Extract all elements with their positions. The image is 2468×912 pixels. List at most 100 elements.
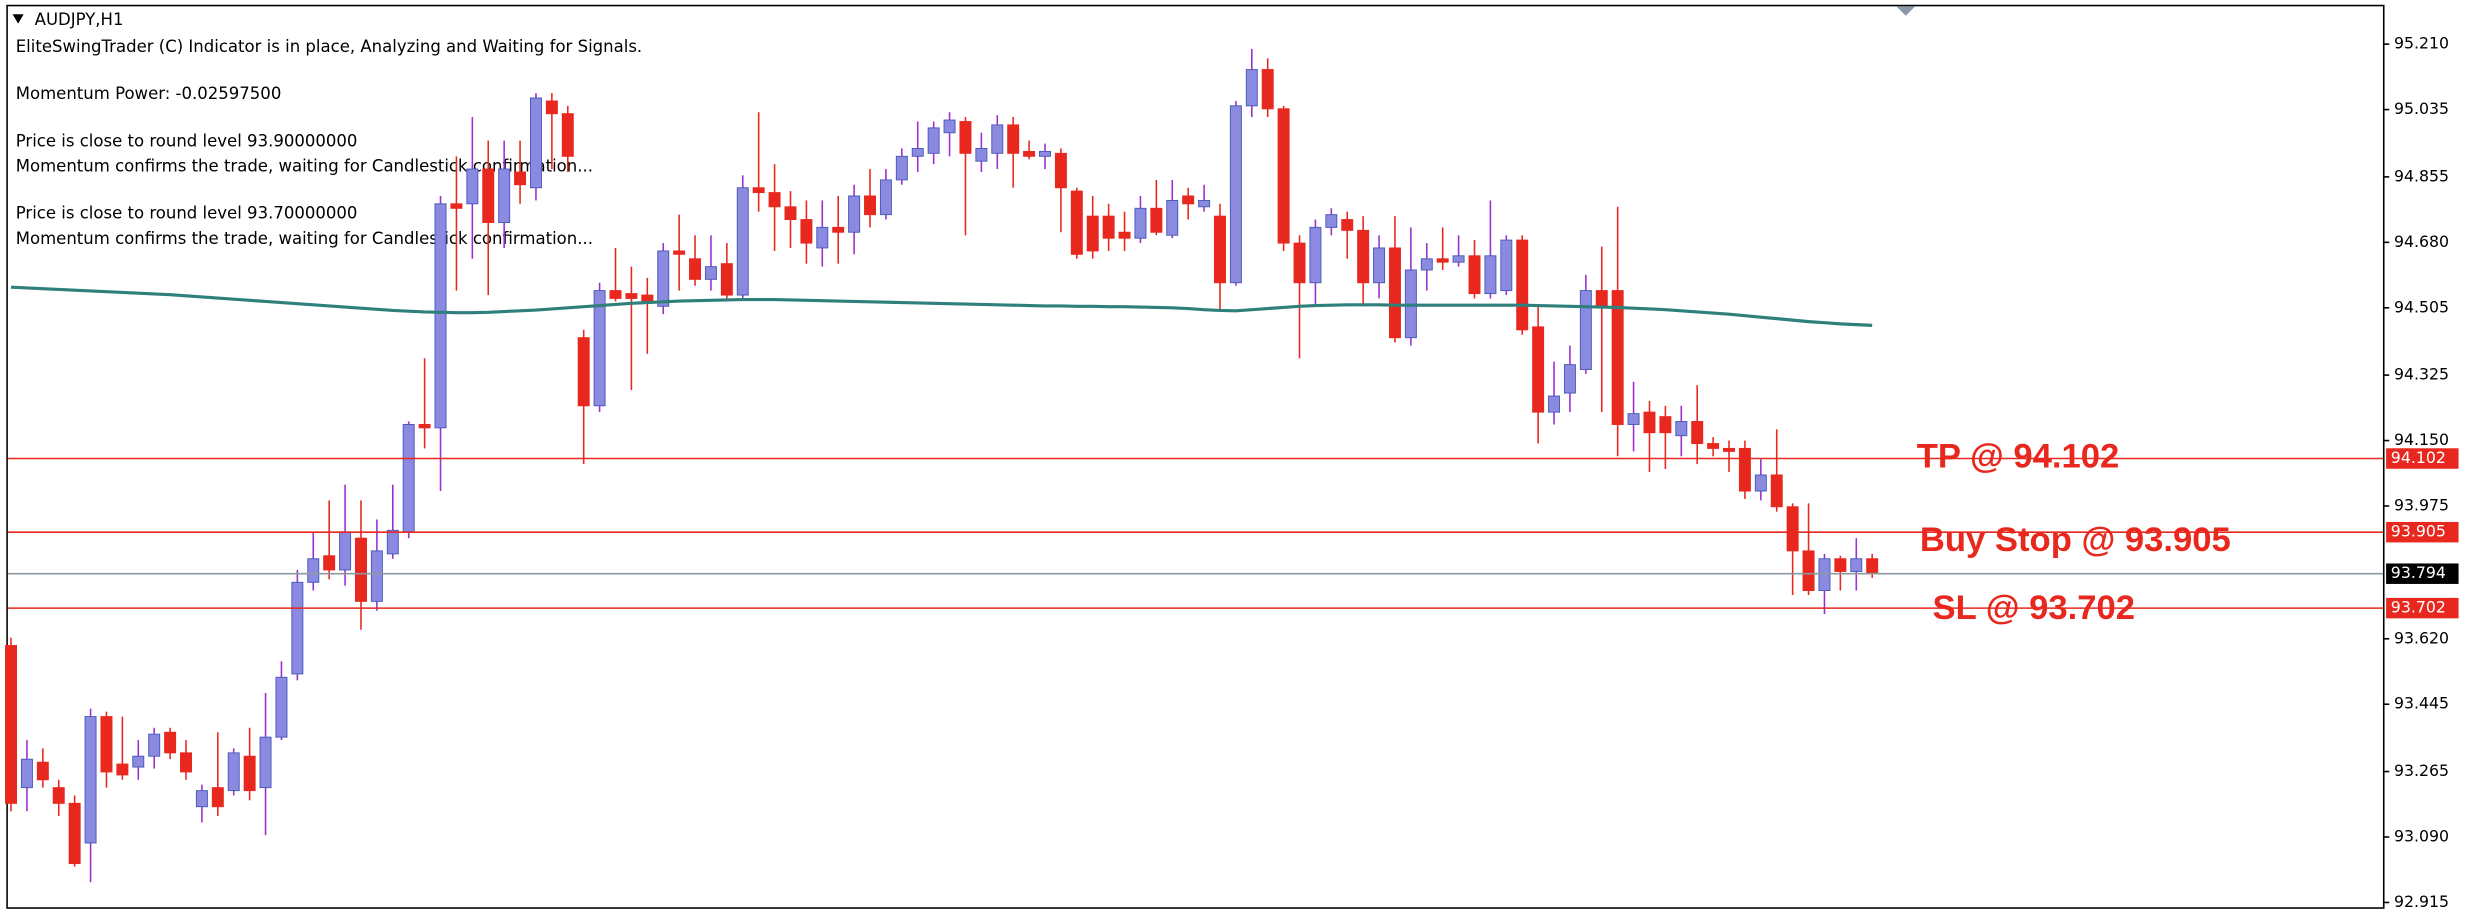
candle-body [450,203,463,209]
current-price-label: 93.794 [2391,563,2446,582]
candle-body [498,168,511,223]
candle-body [84,716,97,844]
candle-body [736,187,749,296]
candle-body [895,155,908,181]
candle-body [1770,474,1783,508]
candle-body [100,716,113,773]
y-tick-label: 95.035 [2394,99,2449,118]
candle-body [800,219,813,244]
candle-body [1595,290,1608,307]
candle-body [386,529,399,555]
candle-body [339,531,352,571]
candle-body [68,802,81,865]
candle-body [975,147,988,162]
candle-body [1500,239,1513,292]
candle-body [20,758,33,789]
candle-body [1866,558,1879,575]
y-tick-label: 93.620 [2394,628,2449,647]
y-tick-label: 94.325 [2394,365,2449,384]
candle-body [1548,395,1561,413]
candle-body [991,124,1004,154]
candle-body [1070,190,1083,255]
level-annotation: Buy Stop @ 93.905 [1920,521,2231,559]
candle-body [832,226,845,233]
candle-body [243,755,256,792]
candle-body [227,752,240,792]
candle-body [5,645,18,804]
candle-body [1023,150,1036,157]
candle-body [752,187,765,194]
y-tick-label: 94.855 [2394,166,2449,185]
current-price-box [2386,563,2459,584]
candle-body [1675,421,1688,437]
candle-body [1468,255,1481,295]
candle-body [1245,69,1258,107]
candle-body [1229,105,1242,284]
candle-body [1738,447,1751,492]
candle-body [927,127,940,154]
candle-body [720,263,733,296]
candle-body [434,203,447,429]
candle-body [879,179,892,216]
candle-body [864,195,877,216]
candle-body [1309,226,1322,284]
candle-body [609,290,622,299]
y-tick-label: 93.265 [2394,761,2449,780]
y-tick-label: 94.505 [2394,297,2449,316]
level-annotation: TP @ 94.102 [1917,438,2120,476]
y-tick-label: 92.915 [2394,892,2449,911]
indicator-text: EliteSwingTrader (C) Indicator is in pla… [16,37,642,56]
plot-frame [6,4,2385,909]
candle-body [704,266,717,280]
candle-body [1007,124,1020,154]
y-tick-label: 94.150 [2394,430,2449,449]
candle-body [482,168,495,223]
candle-body [545,100,558,115]
candle-body [1261,69,1274,110]
candle-body [1834,558,1847,572]
candle-body [275,676,288,738]
level-price-label: 93.702 [2391,598,2446,617]
candle-body [180,752,192,773]
symbol-menu-arrow [12,14,24,24]
candle-body [577,337,590,407]
candle-body [1198,199,1211,208]
candle-body [1723,447,1736,452]
candle-body [164,731,177,754]
candle-body [402,424,415,533]
candle-body [768,192,781,208]
candle-body [291,581,304,675]
candle-body [943,119,956,134]
candle-body [1532,326,1545,413]
level-price-label: 93.905 [2391,522,2446,541]
candle-body [370,550,383,602]
candle-body [784,206,797,220]
candle-body [116,763,129,776]
candle-body [1420,258,1433,271]
candle-body [132,755,145,768]
candle-body [1707,443,1720,449]
candle-body [1134,207,1147,239]
candle-body [1039,150,1051,157]
shift-marker [1896,6,1916,16]
candle-body [1118,231,1131,239]
candle-body [418,424,431,429]
candle-body [1102,215,1115,239]
candle-body [1818,558,1831,592]
candle-body [1388,247,1401,339]
indicator-text: Price is close to round level 93.7000000… [16,204,358,223]
y-tick-label: 93.445 [2394,694,2449,713]
candle-body [514,171,527,186]
candle-body [52,787,65,804]
candle-body [1182,195,1195,205]
candle-body [148,733,161,757]
candle-body [959,121,972,154]
candle-body [355,537,367,602]
candle-body [1452,255,1465,263]
candle-body [673,250,686,255]
candle-body [195,790,208,808]
candle-body [1754,474,1767,492]
candle-body [1627,413,1640,425]
